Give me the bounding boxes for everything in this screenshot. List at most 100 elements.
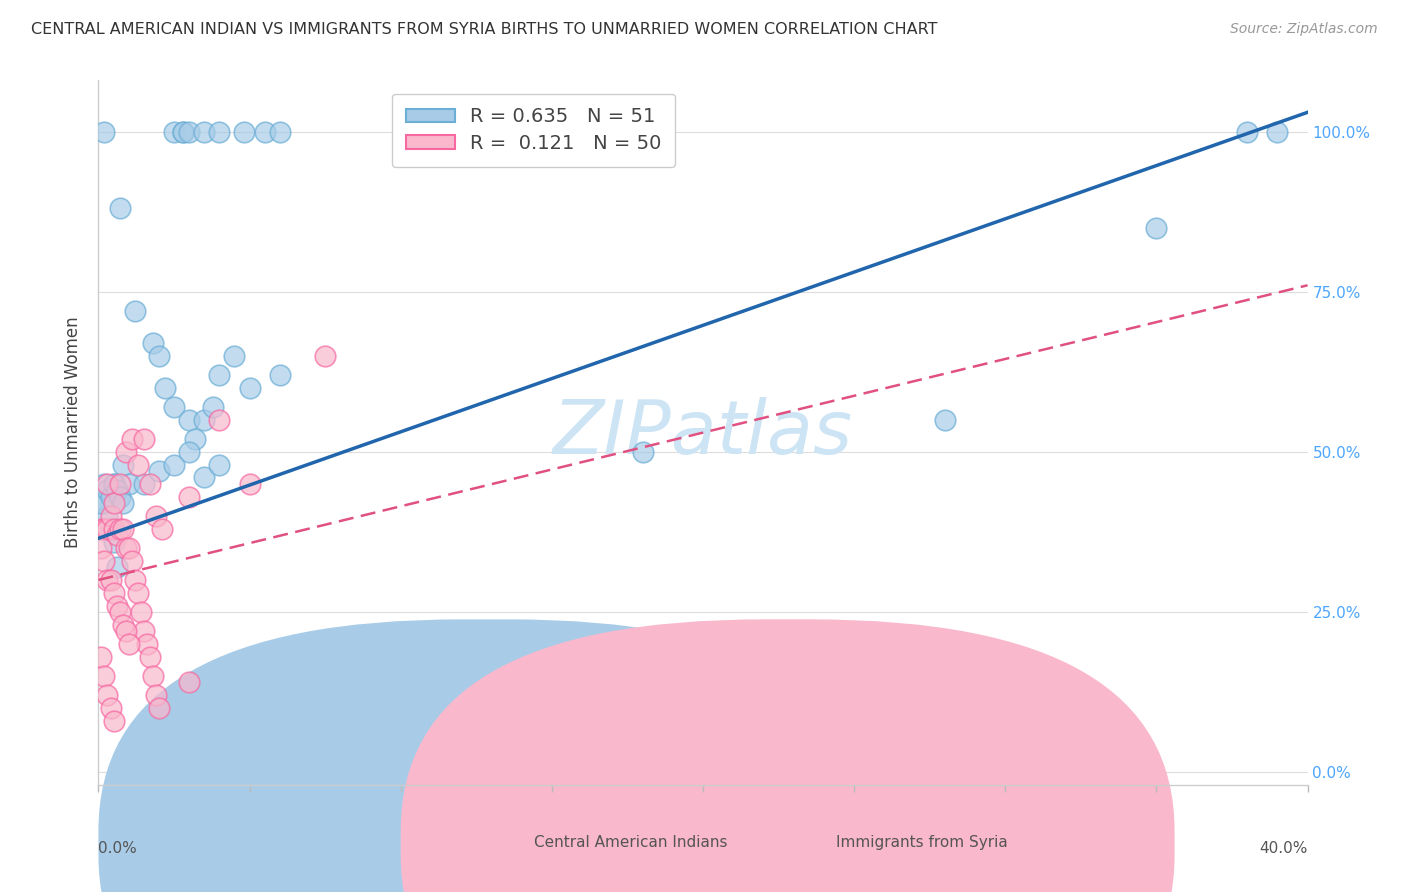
Point	[135, 637, 157, 651]
Point	[118, 637, 141, 651]
Point	[184, 432, 207, 446]
Point	[208, 458, 231, 472]
Point	[127, 586, 149, 600]
Point	[239, 476, 262, 491]
Point	[179, 445, 201, 459]
Point	[172, 124, 194, 138]
Point	[631, 445, 654, 459]
Point	[93, 124, 115, 138]
Point	[145, 508, 167, 523]
Point	[105, 599, 128, 613]
Point	[93, 554, 115, 568]
Point	[148, 701, 170, 715]
FancyBboxPatch shape	[401, 619, 1174, 892]
Point	[96, 522, 118, 536]
Point	[90, 649, 112, 664]
Point	[96, 688, 118, 702]
Point	[148, 464, 170, 478]
Point	[153, 381, 176, 395]
Point	[124, 573, 146, 587]
Point	[118, 541, 141, 555]
Point	[114, 541, 136, 555]
Point	[108, 522, 131, 536]
Point	[193, 413, 215, 427]
Point	[103, 476, 125, 491]
Point	[163, 400, 186, 414]
Point	[150, 522, 173, 536]
Point	[90, 541, 112, 555]
Point	[1236, 124, 1258, 138]
FancyBboxPatch shape	[98, 619, 872, 892]
Point	[202, 400, 225, 414]
Point	[93, 669, 115, 683]
Text: Central American Indians: Central American Indians	[534, 835, 727, 850]
Point	[239, 381, 262, 395]
Text: 0.0%: 0.0%	[98, 841, 138, 856]
Point	[103, 496, 125, 510]
Point	[934, 413, 956, 427]
Point	[103, 476, 125, 491]
Point	[1267, 124, 1289, 138]
Point	[100, 573, 122, 587]
Y-axis label: Births to Unmarried Women: Births to Unmarried Women	[65, 317, 83, 549]
Point	[172, 124, 194, 138]
Point	[108, 605, 131, 619]
Point	[121, 432, 143, 446]
Text: ZIPatlas: ZIPatlas	[553, 397, 853, 468]
Point	[179, 490, 201, 504]
Point	[96, 483, 118, 498]
Point	[139, 649, 162, 664]
Point	[1144, 220, 1167, 235]
Point	[148, 349, 170, 363]
Point	[232, 124, 254, 138]
Point	[93, 496, 115, 510]
Point	[208, 413, 231, 427]
Point	[105, 560, 128, 574]
Point	[224, 349, 246, 363]
Point	[193, 124, 215, 138]
Point	[114, 624, 136, 639]
Point	[314, 349, 336, 363]
Point	[208, 368, 231, 382]
Point	[129, 605, 152, 619]
Point	[105, 528, 128, 542]
Point	[111, 617, 134, 632]
Text: Immigrants from Syria: Immigrants from Syria	[837, 835, 1008, 850]
Point	[96, 476, 118, 491]
Point	[193, 470, 215, 484]
Point	[108, 490, 131, 504]
Point	[269, 368, 291, 382]
Point	[179, 413, 201, 427]
Point	[127, 458, 149, 472]
Point	[121, 554, 143, 568]
Point	[111, 458, 134, 472]
Point	[163, 458, 186, 472]
Point	[100, 508, 122, 523]
Point	[208, 124, 231, 138]
Text: CENTRAL AMERICAN INDIAN VS IMMIGRANTS FROM SYRIA BIRTHS TO UNMARRIED WOMEN CORRE: CENTRAL AMERICAN INDIAN VS IMMIGRANTS FR…	[31, 22, 938, 37]
Point	[103, 586, 125, 600]
Point	[103, 522, 125, 536]
Point	[132, 624, 155, 639]
Point	[100, 522, 122, 536]
Point	[132, 432, 155, 446]
Point	[90, 496, 112, 510]
Point	[108, 476, 131, 491]
Point	[269, 124, 291, 138]
Point	[96, 573, 118, 587]
Point	[179, 124, 201, 138]
Point	[132, 476, 155, 491]
Point	[100, 490, 122, 504]
Point	[108, 202, 131, 216]
Point	[103, 714, 125, 728]
Text: 40.0%: 40.0%	[1260, 841, 1308, 856]
Point	[118, 476, 141, 491]
Point	[142, 669, 165, 683]
Point	[179, 675, 201, 690]
Point	[100, 701, 122, 715]
Point	[105, 483, 128, 498]
Point	[163, 124, 186, 138]
Point	[111, 496, 134, 510]
Point	[90, 522, 112, 536]
Point	[253, 124, 276, 138]
